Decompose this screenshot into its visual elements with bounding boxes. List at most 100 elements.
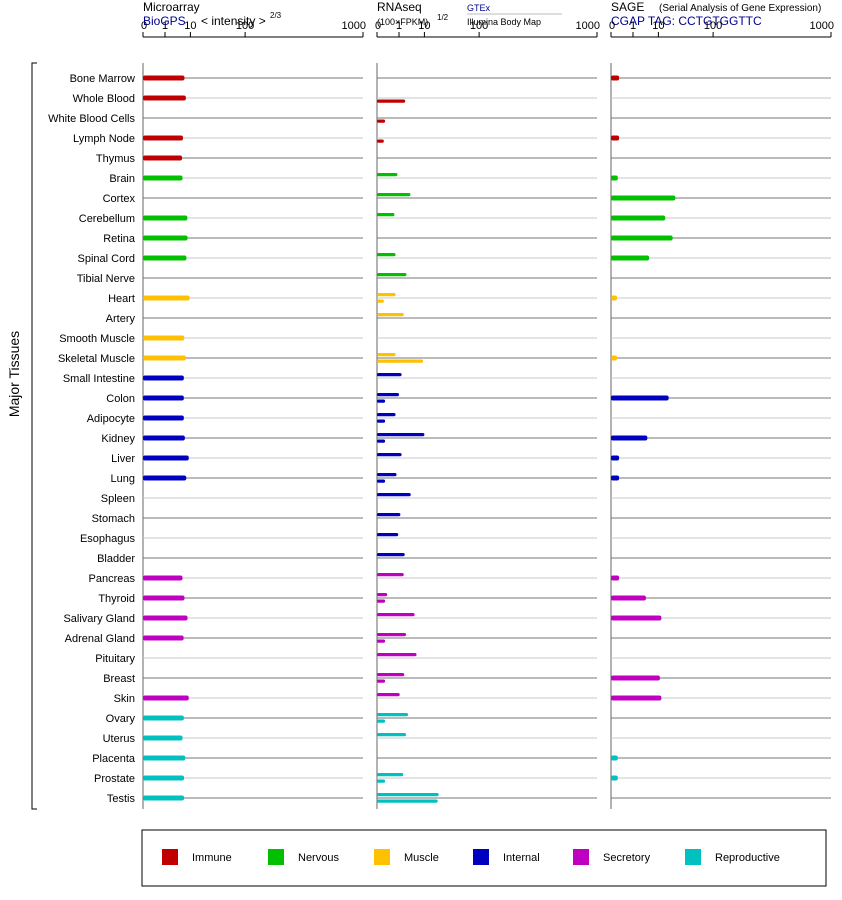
microarray-bar bbox=[143, 635, 184, 641]
rnaseq-gtex-bar bbox=[377, 393, 399, 397]
category-label: Esophagus bbox=[80, 533, 136, 545]
rnaseq-tick-label: 0 bbox=[375, 20, 381, 32]
rnaseq-gtex-bar bbox=[377, 693, 400, 697]
microarray-bar bbox=[143, 395, 184, 401]
legend-label-internal: Internal bbox=[503, 852, 540, 864]
sage-bar bbox=[611, 75, 620, 81]
category-label: Pancreas bbox=[89, 573, 136, 585]
category-label: Placenta bbox=[92, 753, 136, 765]
rnaseq-bodymap-bar bbox=[377, 679, 386, 683]
microarray-bar bbox=[143, 335, 185, 341]
category-label: Bladder bbox=[97, 553, 135, 565]
rnaseq-source-gtex-link[interactable]: GTEx bbox=[467, 3, 491, 13]
category-label: Heart bbox=[108, 293, 135, 305]
legend-box bbox=[141, 829, 827, 887]
rnaseq-gtex-bar bbox=[377, 413, 396, 417]
legend-label-immune: Immune bbox=[192, 852, 232, 864]
legend-swatch-muscle bbox=[374, 849, 390, 865]
category-label: Kidney bbox=[101, 433, 135, 445]
microarray-bar bbox=[143, 475, 187, 481]
category-label: Spleen bbox=[101, 493, 135, 505]
category-label: Bone Marrow bbox=[70, 73, 135, 85]
category-label: Prostate bbox=[94, 773, 135, 785]
legend-swatch-nervous bbox=[268, 849, 284, 865]
sage-bar bbox=[611, 775, 618, 781]
microarray-bar bbox=[143, 95, 186, 101]
rnaseq-gtex-bar bbox=[377, 493, 411, 497]
rnaseq-tick-label: 1000 bbox=[576, 20, 600, 32]
rnaseq-bodymap-bar bbox=[377, 439, 386, 443]
microarray-tick-label: 1000 bbox=[342, 20, 366, 32]
category-label: Testis bbox=[107, 793, 136, 805]
sage-bar bbox=[611, 395, 669, 401]
rnaseq-gtex-bar bbox=[377, 473, 397, 477]
sage-bar bbox=[611, 195, 676, 201]
sage-bar bbox=[611, 575, 620, 581]
microarray-scale-label: < intensity > bbox=[201, 14, 266, 28]
sage-bar bbox=[611, 675, 660, 681]
rnaseq-gtex-bar bbox=[377, 773, 404, 777]
category-label: Spinal Cord bbox=[78, 253, 135, 265]
rnaseq-gtex-bar bbox=[377, 253, 396, 257]
sage-bar bbox=[611, 295, 617, 301]
legend-label-secretory: Secretory bbox=[603, 852, 651, 864]
category-label: Skeletal Muscle bbox=[58, 353, 135, 365]
rnaseq-gtex-bar bbox=[377, 573, 404, 577]
rnaseq-source-bodymap: Illumina Body Map bbox=[467, 17, 541, 27]
microarray-bar bbox=[143, 775, 185, 781]
sage-tag-link[interactable]: CGAP TAG: CCTGTGGTTC bbox=[611, 14, 762, 28]
microarray-bar bbox=[143, 435, 185, 441]
rnaseq-bodymap-bar bbox=[377, 419, 386, 423]
rnaseq-bodymap-bar bbox=[377, 139, 384, 143]
category-label: Cerebellum bbox=[79, 213, 135, 225]
rnaseq-gtex-bar bbox=[377, 273, 407, 277]
category-label: Thymus bbox=[96, 153, 136, 165]
sage-title-note: (Serial Analysis of Gene Expression) bbox=[659, 3, 821, 14]
rnaseq-bodymap-bar bbox=[377, 639, 386, 643]
rnaseq-gtex-bar bbox=[377, 293, 396, 297]
microarray-bar bbox=[143, 255, 187, 261]
category-label: Uterus bbox=[103, 733, 136, 745]
rnaseq-gtex-bar bbox=[377, 193, 411, 197]
microarray-bar bbox=[143, 295, 190, 301]
category-label: Adipocyte bbox=[87, 413, 135, 425]
microarray-tick-label: 100 bbox=[236, 20, 254, 32]
rnaseq-bodymap-bar bbox=[377, 359, 424, 363]
rnaseq-tick-label: 100 bbox=[470, 20, 488, 32]
category-label: Lymph Node bbox=[73, 133, 135, 145]
microarray-bar bbox=[143, 355, 186, 361]
rnaseq-gtex-bar bbox=[377, 533, 399, 537]
category-label: Thyroid bbox=[98, 593, 135, 605]
microarray-bar bbox=[143, 455, 189, 461]
legend-swatch-immune bbox=[162, 849, 178, 865]
rnaseq-gtex-bar bbox=[377, 633, 407, 637]
category-label: Salivary Gland bbox=[63, 613, 135, 625]
microarray-bar bbox=[143, 795, 185, 801]
category-label: Whole Blood bbox=[73, 93, 135, 105]
microarray-source-link[interactable]: BioGPS bbox=[143, 14, 186, 28]
rnaseq-gtex-bar bbox=[377, 433, 425, 437]
category-label: White Blood Cells bbox=[48, 113, 135, 125]
rnaseq-title: RNAseq bbox=[377, 0, 422, 14]
microarray-tick-label: 0 bbox=[141, 20, 147, 32]
rnaseq-bodymap-bar bbox=[377, 399, 386, 403]
category-label: Lung bbox=[111, 473, 135, 485]
rnaseq-gtex-bar bbox=[377, 553, 405, 557]
rnaseq-gtex-bar bbox=[377, 373, 402, 377]
microarray-bar bbox=[143, 595, 185, 601]
sage-bar bbox=[611, 615, 662, 621]
rnaseq-scale-exponent: 1/2 bbox=[437, 13, 449, 22]
category-label: Skin bbox=[114, 693, 135, 705]
sage-tick-label: 1 bbox=[630, 20, 636, 32]
sage-bar bbox=[611, 215, 666, 221]
sage-title: SAGE bbox=[611, 0, 644, 14]
rnaseq-gtex-bar bbox=[377, 313, 404, 317]
sage-bar bbox=[611, 595, 646, 601]
sage-tick-label: 1000 bbox=[810, 20, 834, 32]
rnaseq-tick-label: 1 bbox=[396, 20, 402, 32]
sage-bar bbox=[611, 235, 673, 241]
sage-bar bbox=[611, 755, 618, 761]
rnaseq-scale-label: (100×FPKM) bbox=[377, 17, 428, 27]
sage-bar bbox=[611, 135, 620, 141]
